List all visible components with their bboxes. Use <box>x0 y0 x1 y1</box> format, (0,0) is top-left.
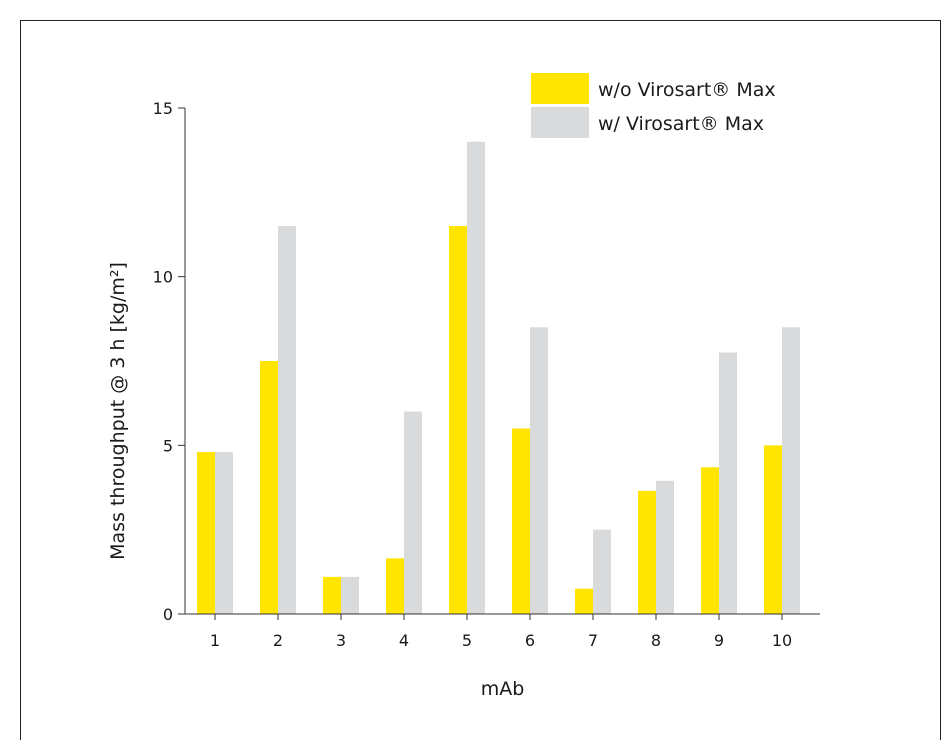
bar-without-virosart-9 <box>701 467 719 614</box>
bar-without-virosart-5 <box>449 226 467 615</box>
bar-with-virosart-8 <box>656 480 674 614</box>
chart-frame <box>20 20 941 740</box>
x-tick-label: 1 <box>210 631 220 650</box>
bar-with-virosart-4 <box>404 411 422 614</box>
bar-without-virosart-8 <box>638 490 656 614</box>
bar-without-virosart-2 <box>260 361 278 614</box>
legend-label-with: w/ Virosart® Max <box>598 113 764 135</box>
bar-with-virosart-6 <box>530 327 548 614</box>
bar-with-virosart-2 <box>278 226 296 615</box>
y-tick-label: 15 <box>153 99 173 118</box>
bar-without-virosart-10 <box>764 445 782 614</box>
legend-swatch-without <box>531 73 589 104</box>
bar-without-virosart-3 <box>323 576 341 614</box>
bar-with-virosart-9 <box>719 352 737 614</box>
bar-with-virosart-3 <box>341 576 359 614</box>
x-tick-label: 9 <box>714 631 724 650</box>
bar-with-virosart-10 <box>782 327 800 614</box>
bar-without-virosart-1 <box>197 452 215 614</box>
y-tick-label: 5 <box>163 436 173 455</box>
legend-label-without: w/o Virosart® Max <box>598 79 776 101</box>
y-ticks-group: 0 5 10 15 <box>153 99 185 624</box>
bar-with-virosart-1 <box>215 452 233 614</box>
axes-group <box>184 108 820 615</box>
x-tick-label: 3 <box>336 631 346 650</box>
x-tick-label: 2 <box>273 631 283 650</box>
x-ticks-group: 1 2 3 4 5 6 7 8 9 10 <box>210 614 792 650</box>
bar-with-virosart-7 <box>593 529 611 614</box>
bar-without-virosart-6 <box>512 428 530 614</box>
bar-with-virosart-5 <box>467 141 485 614</box>
y-tick-label: 10 <box>153 268 173 287</box>
x-tick-label: 7 <box>588 631 598 650</box>
x-tick-label: 6 <box>525 631 535 650</box>
x-tick-label: 5 <box>462 631 472 650</box>
y-axis-title: Mass throughput @ 3 h [kg/m²] <box>107 262 129 560</box>
x-tick-label: 10 <box>772 631 792 650</box>
x-axis-title: mAb <box>481 678 525 700</box>
x-tick-label: 8 <box>651 631 661 650</box>
legend-swatch-with <box>531 107 589 138</box>
legend: w/o Virosart® Max w/ Virosart® Max <box>531 73 776 138</box>
bar-without-virosart-7 <box>575 588 593 614</box>
bar-without-virosart-4 <box>386 558 404 614</box>
y-tick-label: 0 <box>163 605 173 624</box>
bar-chart: 0 5 10 15 1 2 3 4 5 6 7 8 9 10 mAb Mass throughput @… <box>107 73 820 700</box>
bars-group <box>197 141 800 615</box>
x-tick-label: 4 <box>399 631 409 650</box>
